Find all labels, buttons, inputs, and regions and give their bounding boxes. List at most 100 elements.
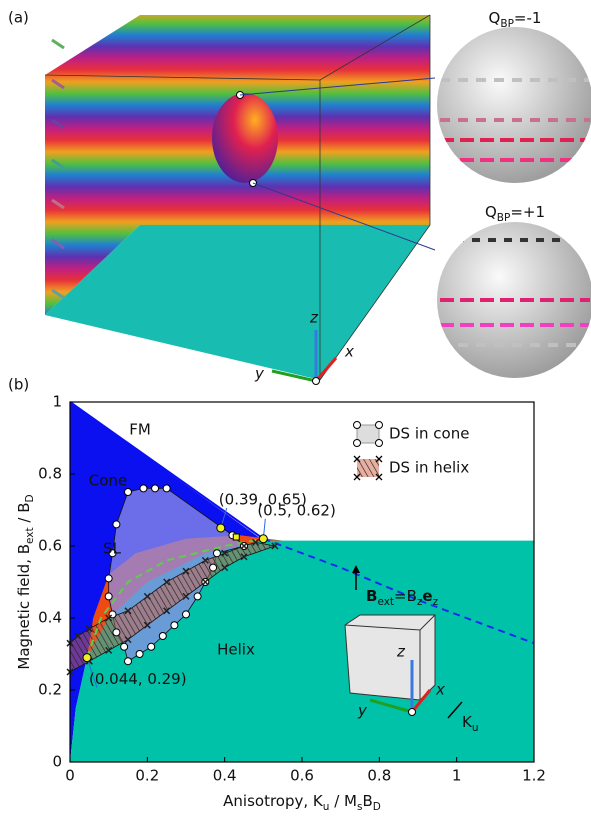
axis-label: y <box>357 702 368 720</box>
text-part: / M <box>329 792 357 810</box>
text-part: ext <box>24 527 36 544</box>
text-part: K <box>462 713 473 731</box>
ds-point <box>143 621 151 629</box>
ds-point <box>162 484 171 493</box>
axis-label: x <box>344 343 354 361</box>
ds-point <box>193 592 202 601</box>
side-arrows <box>51 38 65 300</box>
legend-icon <box>356 424 380 444</box>
legend-icon <box>375 473 383 481</box>
marker <box>232 533 240 541</box>
point-label: (0.39, 0.65) <box>219 491 307 509</box>
text-part: u <box>323 801 330 813</box>
ds-point <box>74 632 82 640</box>
text-part: =-1 <box>514 9 542 27</box>
ds-point <box>271 542 279 550</box>
sphere-label: QBP=+1 <box>485 203 545 225</box>
ds-point <box>163 607 171 615</box>
text-part: BP <box>497 212 511 224</box>
x-tick-label: 0 <box>65 767 75 785</box>
point-label: (0.5, 0.62) <box>257 501 336 519</box>
axis-y <box>271 369 317 383</box>
text-part: u <box>472 722 479 734</box>
y-tick-label: 0.8 <box>38 465 62 483</box>
highlight-point <box>258 534 268 544</box>
region-label: FM <box>129 421 151 439</box>
axis-x <box>314 357 338 382</box>
legend-icon <box>353 473 361 481</box>
sphere <box>437 222 591 378</box>
ds-point <box>182 610 190 619</box>
legend-icon <box>357 459 379 477</box>
field-label: Bext=Bzez <box>366 587 439 609</box>
ds-point <box>124 607 132 615</box>
boundary <box>69 401 264 540</box>
cube-edges <box>44 14 431 381</box>
origin <box>312 377 320 385</box>
text-part: s <box>357 801 362 813</box>
ds-point <box>240 553 248 561</box>
region-label: Cone <box>89 472 127 490</box>
axis-label: z <box>309 309 319 327</box>
text-part: / B <box>15 502 33 527</box>
ds-point <box>252 538 260 546</box>
region-label: SL <box>103 540 122 558</box>
ds-point <box>139 484 148 493</box>
text-part: z <box>433 596 439 608</box>
legend-label: DS in cone <box>389 425 469 443</box>
ds-point <box>85 625 93 633</box>
region-label: Helix <box>217 641 255 659</box>
y-tick-label: 0.2 <box>38 681 62 699</box>
connector <box>252 182 436 251</box>
highlight-point <box>82 653 92 663</box>
ds-point <box>112 520 121 529</box>
ds-point <box>120 642 129 651</box>
axis-label: y <box>254 365 265 383</box>
sphere-label: QBP=-1 <box>489 9 542 31</box>
bobber <box>212 93 278 183</box>
ds-point <box>124 488 132 496</box>
x-tick-label: 1 <box>452 767 462 785</box>
region <box>70 402 534 541</box>
x-tick-label: 0.6 <box>290 767 314 785</box>
y-tick-label: 0 <box>52 753 62 771</box>
point-label: (0.044, 0.29) <box>89 670 187 688</box>
ds-point <box>221 549 229 557</box>
highlight-point <box>216 523 226 533</box>
y-tick-label: 1 <box>52 393 62 411</box>
ds-point <box>135 650 144 658</box>
ds-point <box>147 642 156 651</box>
text-part: Q <box>489 9 501 27</box>
text-part: BP <box>500 18 514 30</box>
sphere <box>437 27 591 183</box>
x-tick-label: 1.2 <box>522 767 546 785</box>
ds-point <box>108 549 117 558</box>
boundary <box>86 537 264 658</box>
x-tick-label: 0.4 <box>213 767 237 785</box>
legend-label: DS in helix <box>389 459 469 477</box>
x-tick-label: 0.2 <box>135 767 159 785</box>
text-part: D <box>373 801 381 813</box>
ds-point <box>209 563 218 572</box>
leader <box>86 657 98 688</box>
ds-point <box>182 567 190 575</box>
ds-point <box>163 578 171 586</box>
text-part: D <box>24 494 36 502</box>
text-part: Anisotropy, K <box>223 792 324 810</box>
text-part: B <box>366 587 377 605</box>
axis-label: z <box>396 643 406 661</box>
panel-label: (a) <box>8 9 29 27</box>
ds-point <box>151 484 160 493</box>
legend-icon <box>353 439 361 447</box>
legend-icon <box>375 455 383 463</box>
floor <box>45 225 430 380</box>
legend-icon <box>353 455 361 463</box>
axis-label: x <box>435 681 445 699</box>
text-part: e <box>422 587 432 605</box>
left-wall <box>45 15 140 315</box>
ds-point <box>158 632 167 640</box>
back-wall <box>140 15 430 225</box>
